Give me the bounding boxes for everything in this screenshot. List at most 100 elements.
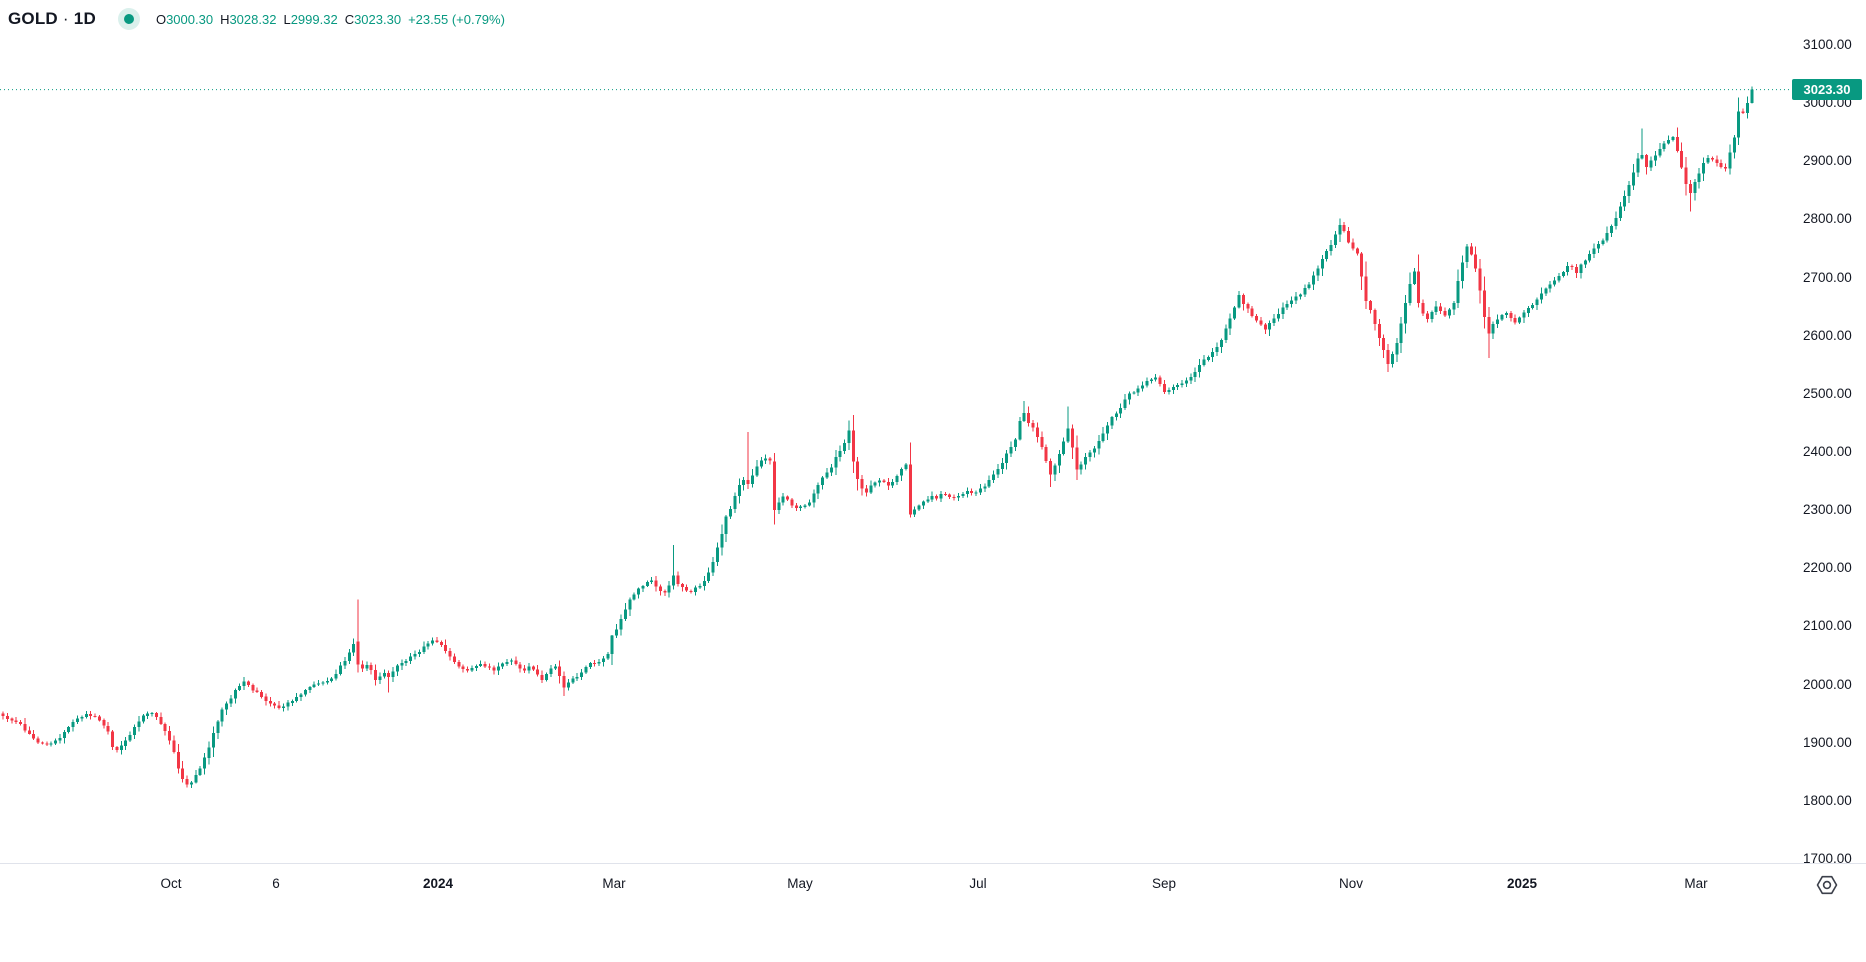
time-tick: Nov: [1338, 876, 1364, 891]
candlestick-plot[interactable]: [0, 0, 1790, 863]
candle: [347, 649, 351, 664]
time-tick: 6: [272, 876, 280, 891]
candle: [751, 469, 754, 488]
candle: [452, 653, 456, 664]
candle: [1566, 261, 1570, 276]
candle: [1614, 211, 1618, 230]
market-status-icon: [117, 8, 140, 30]
candle: [1347, 227, 1351, 244]
candle: [1601, 238, 1605, 246]
candle: [1640, 128, 1644, 160]
candle: [426, 640, 430, 650]
time-scale-settings-button[interactable]: [1813, 871, 1841, 899]
candle: [409, 653, 413, 664]
candle: [1478, 259, 1482, 304]
candle: [1728, 144, 1732, 175]
candle: [1132, 390, 1136, 395]
candle: [694, 585, 697, 596]
candle: [374, 664, 378, 686]
price-scale[interactable]: 3023.30 3100.00 3000.00 2900.00 2800.00 2700…: [1790, 0, 1866, 866]
candle: [229, 695, 233, 708]
candle: [176, 744, 180, 774]
ohlc-close: C3023.30: [344, 11, 402, 27]
candle: [1351, 238, 1355, 251]
candle: [1369, 299, 1372, 314]
candle: [246, 680, 250, 688]
candle: [558, 660, 562, 684]
candle: [974, 490, 978, 497]
candle: [1189, 373, 1193, 384]
candle: [878, 478, 882, 487]
candle: [352, 638, 356, 657]
candle: [1338, 218, 1342, 242]
candle: [610, 634, 614, 665]
candle: [930, 491, 934, 503]
candle: [886, 478, 890, 491]
candle: [5, 712, 9, 722]
candle: [970, 488, 974, 496]
time-tick: Oct: [160, 876, 182, 891]
candle: [45, 741, 49, 747]
candle: [19, 720, 22, 726]
candle: [1513, 314, 1517, 325]
candle: [536, 664, 540, 677]
candle: [1404, 294, 1408, 334]
candle: [615, 624, 619, 639]
candle: [290, 699, 294, 706]
candle: [159, 712, 163, 726]
candle: [908, 442, 912, 518]
candle: [1106, 421, 1109, 440]
candle: [1220, 338, 1223, 353]
candle: [431, 637, 434, 646]
candle: [439, 640, 443, 647]
candle: [1719, 159, 1723, 169]
candle: [1049, 458, 1052, 487]
candle: [1084, 452, 1088, 470]
candle: [492, 665, 496, 675]
candle: [1149, 378, 1153, 384]
candle: [369, 662, 373, 675]
price-tick: 2000.00: [1803, 676, 1852, 692]
candle: [1610, 224, 1614, 237]
candle: [461, 664, 465, 673]
candle: [873, 481, 877, 488]
candle: [1224, 324, 1228, 343]
candle: [474, 664, 478, 671]
candle: [172, 735, 176, 754]
candle: [790, 498, 794, 508]
candle: [829, 464, 833, 476]
candle: [799, 505, 803, 511]
candle: [865, 484, 868, 497]
candle: [1027, 406, 1031, 427]
candle: [1702, 157, 1706, 181]
candle: [356, 599, 360, 673]
candle: [97, 714, 101, 722]
chart-pane[interactable]: [0, 0, 1790, 863]
candle: [457, 659, 461, 669]
candle: [496, 662, 500, 675]
candle: [1035, 422, 1039, 443]
candle: [1158, 375, 1162, 387]
candle: [1386, 344, 1390, 372]
candle: [1596, 240, 1600, 253]
candle: [1667, 135, 1670, 145]
candle: [1645, 154, 1649, 175]
candle: [14, 717, 18, 724]
candle: [715, 542, 719, 566]
price-tick: 2500.00: [1803, 385, 1852, 401]
candle: [1079, 461, 1083, 475]
candle: [1408, 272, 1412, 306]
candle: [67, 725, 71, 734]
candle: [1285, 300, 1289, 310]
candle: [1119, 403, 1123, 419]
candle: [360, 660, 364, 673]
candle: [1110, 416, 1114, 430]
candle: [1684, 157, 1688, 196]
candle: [904, 463, 908, 471]
candle: [1241, 293, 1245, 311]
symbol-name: GOLD: [8, 9, 58, 28]
candle: [1298, 293, 1302, 300]
candle: [128, 731, 132, 743]
time-scale[interactable]: Oct 6 2024 Mar May Jul Sep Nov 2025 Mar: [0, 863, 1866, 962]
candle: [1671, 136, 1675, 142]
